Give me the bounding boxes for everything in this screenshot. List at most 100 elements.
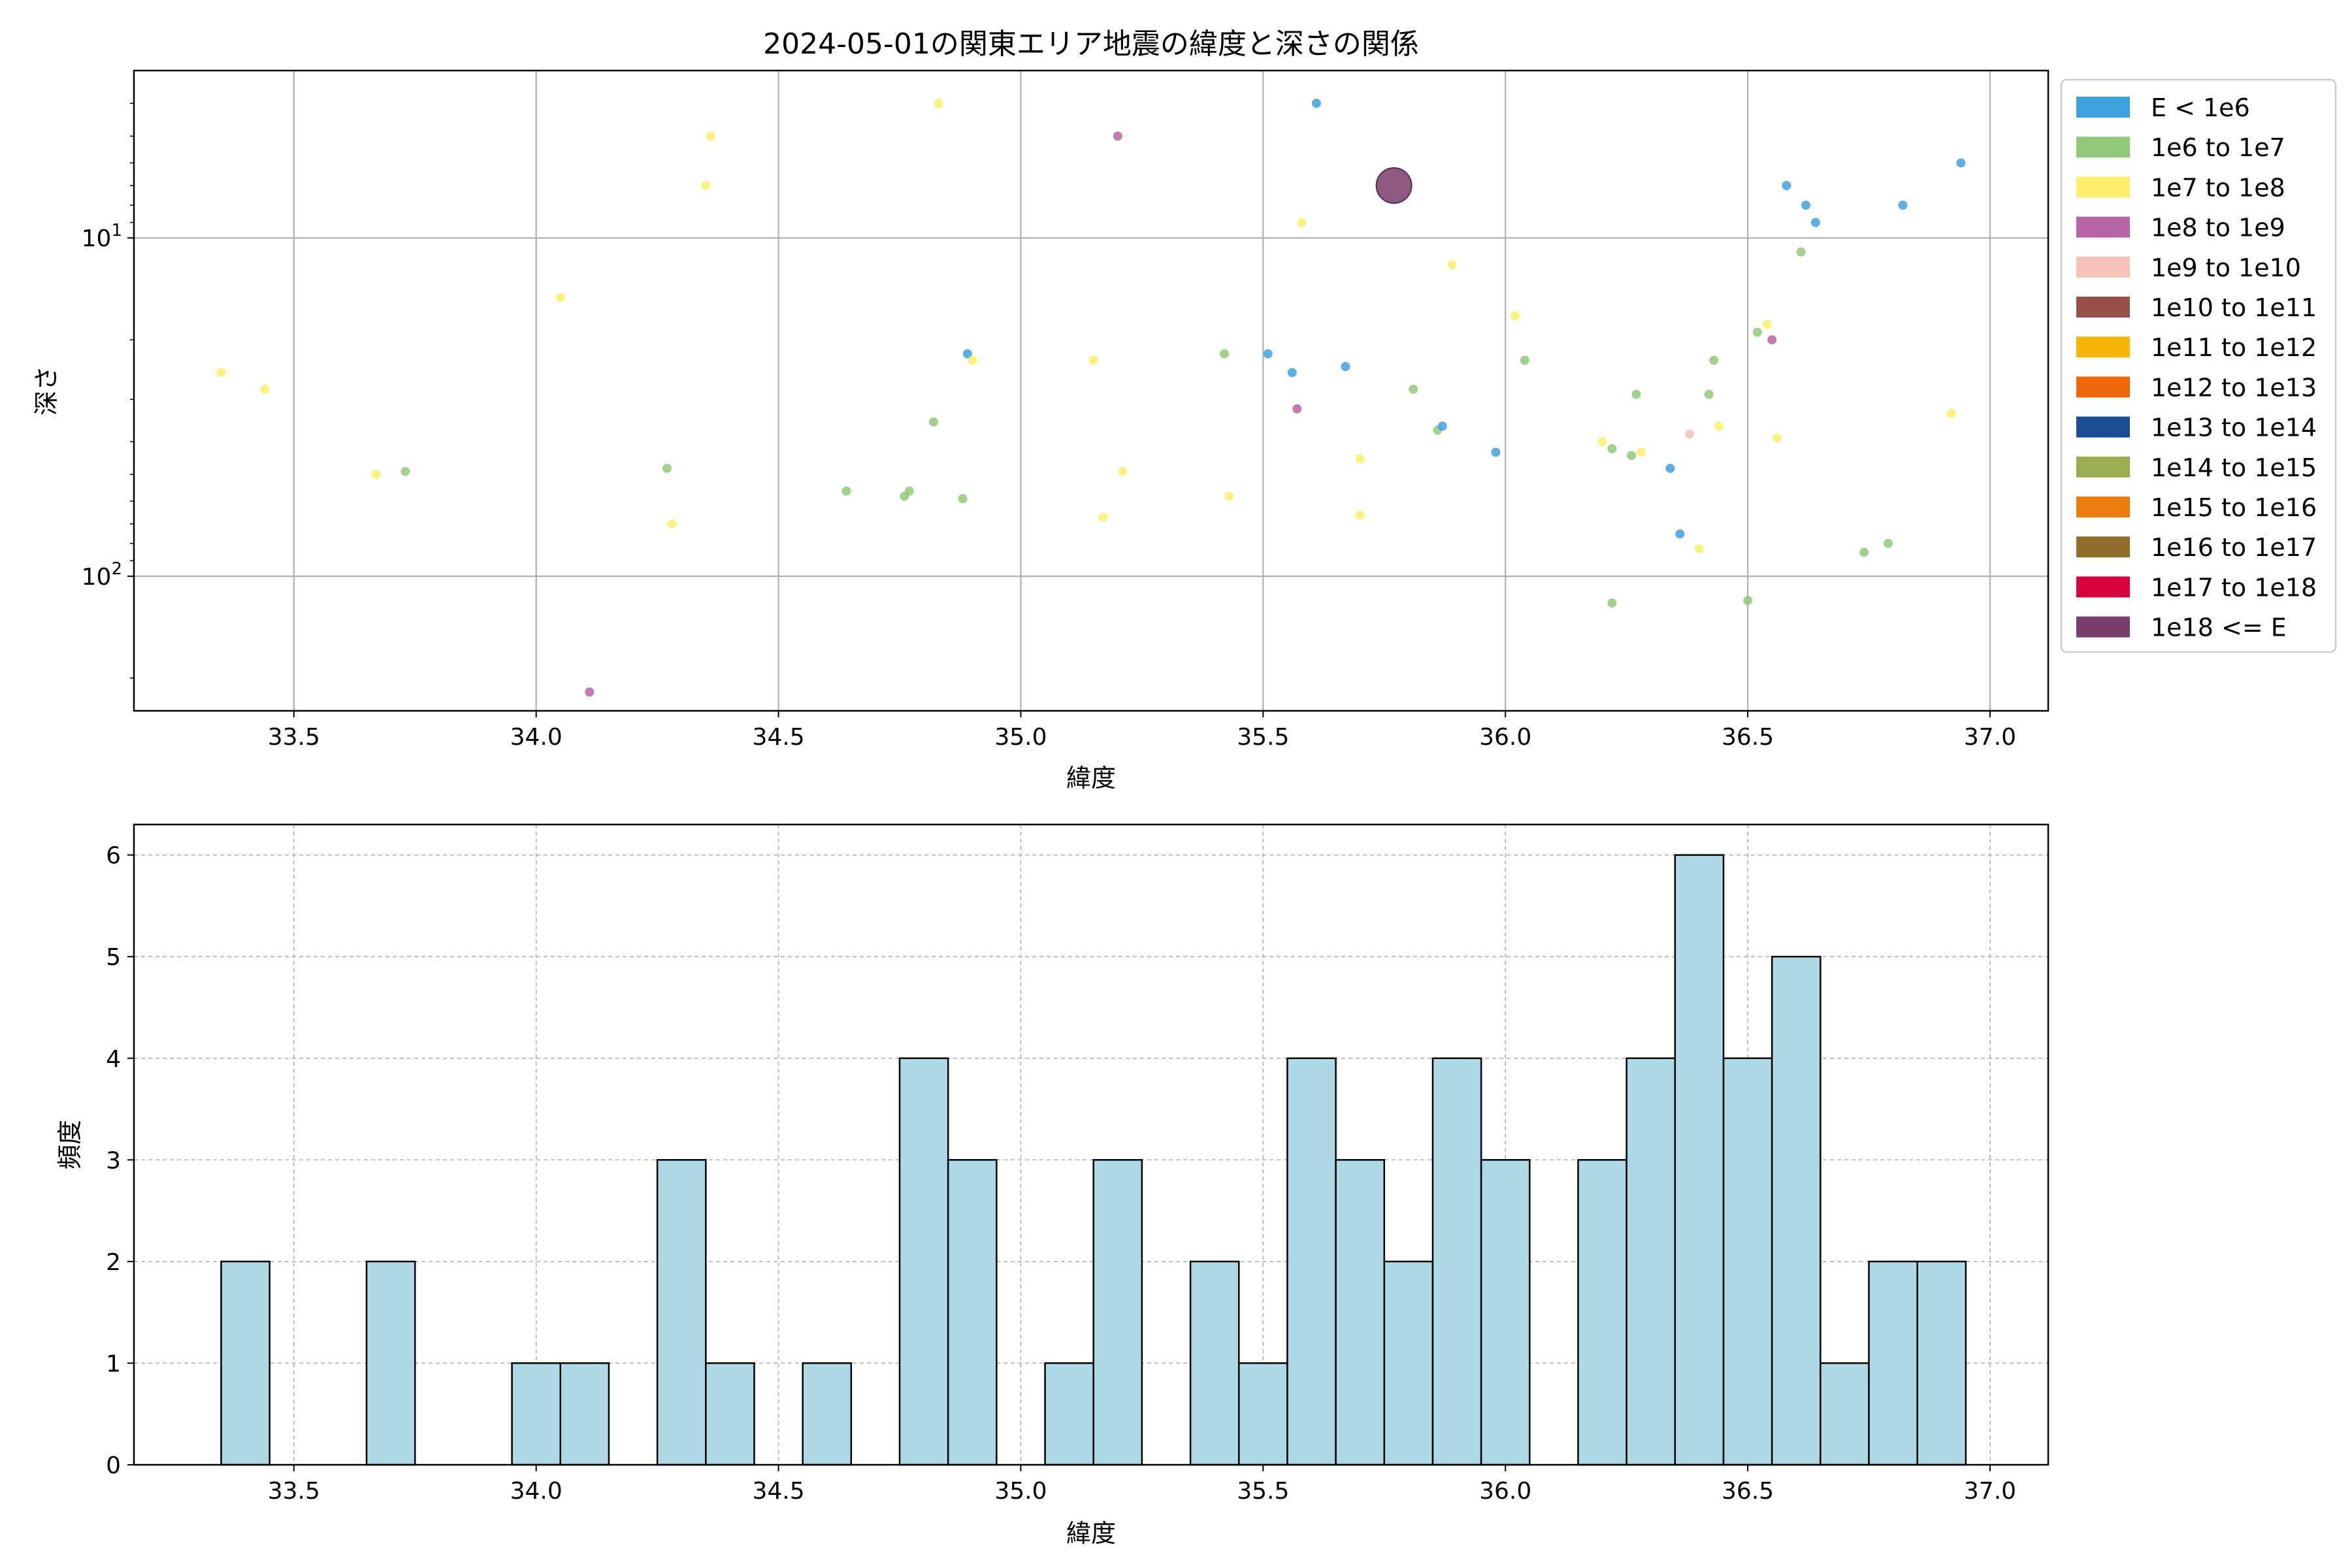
histogram-bar [656,1159,707,1466]
scatter-y-tick-base: 10 [82,225,112,252]
scatter-point [371,470,381,480]
legend-label: 1e9 to 1e10 [2151,253,2301,282]
scatter-point [904,486,914,496]
scatter-point [1704,389,1714,399]
histogram-bar [1625,1057,1676,1466]
histogram-x-tick-label: 37.0 [1964,1478,2016,1505]
scatter-point [1772,433,1782,443]
scatter-point [1694,544,1704,554]
scatter-point [1762,319,1772,329]
legend-swatch [2076,576,2130,598]
scatter-point [1491,448,1501,457]
histogram-bar [220,1260,270,1466]
histogram-bar [1237,1362,1288,1466]
legend-swatch [2076,536,2130,558]
histogram-x-tick-label: 35.0 [994,1478,1047,1505]
scatter-point [1224,491,1234,501]
histogram-bar [1820,1362,1870,1466]
scatter-x-tick-label: 35.0 [994,724,1047,751]
legend-label: 1e12 to 1e13 [2151,373,2317,402]
histogram-plot: 33.5 34.0 34.5 35.0 35.5 36.0 36.5 37.0 0 1 2 3 4 5 6… [56,823,2050,1548]
histogram-y-tick-label: 2 [106,1249,121,1276]
scatter-point [1956,158,1966,168]
scatter-point [1675,529,1685,539]
legend-label: 1e7 to 1e8 [2151,173,2285,202]
scatter-point [1884,538,1893,548]
scatter-x-tick-label: 34.0 [510,724,563,751]
scatter-point [1859,547,1869,557]
scatter-point [1511,311,1520,321]
legend-label: 1e6 to 1e7 [2151,133,2285,162]
legend-label: 1e18 <= E [2151,613,2287,642]
scatter-x-tick-label: 34.5 [752,724,804,751]
scatter-point [1375,167,1413,204]
legend-swatch [2076,256,2130,278]
scatter-point [1946,408,1956,418]
scatter-point [1118,466,1128,476]
scatter-point [260,384,270,394]
scatter-x-tick-label: 33.5 [268,724,320,751]
histogram-x-tick-label: 34.0 [510,1478,563,1505]
scatter-point [1520,355,1529,365]
scatter-point [1627,451,1637,461]
scatter-point [1297,218,1307,227]
scatter-y-tick-label: 101 [82,221,122,252]
scatter-plot: 2024-05-01の関東エリア地震の緯度と深さの関係 33.5 34.0 34.5… [32,27,2337,792]
histogram-y-tick-label: 1 [106,1350,121,1377]
legend-label: 1e17 to 1e18 [2151,573,2317,602]
histogram-bar [1771,955,1821,1466]
histogram-bar [1092,1159,1143,1466]
legend: E < 1e6 1e6 to 1e7 1e7 to 1e8 1e8 to 1e9 1e9… [2060,78,2337,653]
legend-label: 1e14 to 1e15 [2151,453,2317,482]
scatter-point [1341,362,1350,372]
scatter-point [706,131,715,141]
scatter-point [1636,448,1646,457]
histogram-bar [898,1057,949,1466]
histogram-bar [705,1362,755,1466]
histogram-y-tick-label: 0 [106,1452,121,1479]
scatter-point [1219,349,1229,359]
scatter-point [1743,596,1753,606]
scatter-point [216,368,226,378]
legend-label: 1e10 to 1e11 [2151,293,2317,322]
scatter-y-tick-label: 102 [82,559,122,591]
legend-swatch [2076,336,2130,358]
histogram-x-tick-label: 34.5 [752,1478,804,1505]
histogram-x-tick-label: 36.0 [1479,1478,1531,1505]
histogram-bar [802,1362,853,1466]
histogram-bar [559,1362,610,1466]
histogram-y-tick-label: 4 [106,1046,121,1073]
legend-swatch [2076,97,2130,118]
histogram-bar [1674,854,1725,1466]
histogram-plot-frame [133,823,2050,1466]
histogram-bars [220,854,1967,1466]
scatter-grid [134,71,2048,711]
scatter-x-tick-label: 36.5 [1722,724,1774,751]
histogram-bar [1577,1159,1627,1466]
scatter-point [1355,454,1365,464]
legend-label: E < 1e6 [2151,93,2250,122]
scatter-point [1113,131,1122,141]
scatter-y-tick-exponent: 2 [111,559,122,579]
histogram-x-tick-label: 33.5 [268,1478,320,1505]
scatter-points [216,99,1966,697]
scatter-point [1898,201,1908,210]
histogram-bar [511,1362,562,1466]
scatter-x-tick-label: 35.5 [1237,724,1289,751]
histogram-bar [1722,1057,1773,1466]
legend-swatch [2076,297,2130,318]
scatter-point [400,466,410,476]
histogram-x-axis-label: 緯度 [1066,1519,1116,1548]
legend-swatch [2076,137,2130,158]
scatter-y-tick-exponent: 1 [111,221,122,240]
scatter-point [968,355,977,365]
scatter-point [962,349,972,359]
histogram-y-tick-label: 5 [106,944,121,971]
histogram-bar [1916,1260,1967,1466]
scatter-point [1311,99,1321,108]
scatter-point [1597,436,1607,446]
scatter-y-axis-label: 深さ [32,366,61,416]
legend-swatch [2076,416,2130,438]
